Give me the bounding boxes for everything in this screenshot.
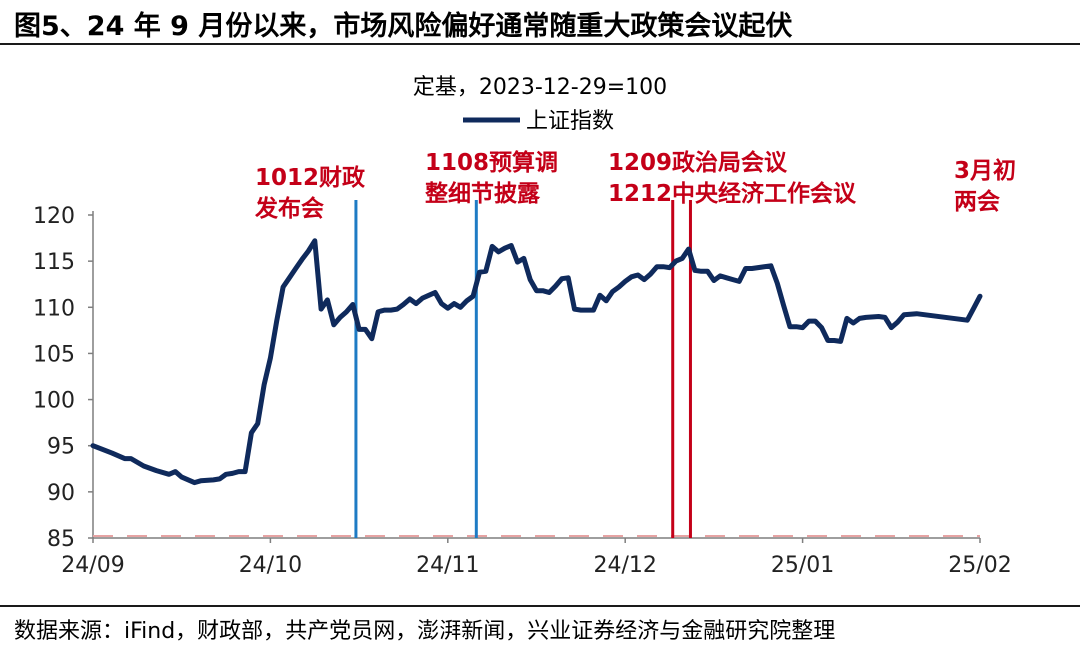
y-tick-label: 120 bbox=[33, 204, 75, 229]
x-tick-label: 25/01 bbox=[771, 553, 834, 578]
y-tick-label: 110 bbox=[33, 296, 75, 321]
y-tick-label: 95 bbox=[47, 435, 75, 460]
y-tick-label: 105 bbox=[33, 342, 75, 367]
event-annotation-text: 1212中央经济工作会议 bbox=[608, 180, 857, 207]
line-chart: 定基，2023-12-29=100 上证指数 85 90 95 100 105 110 11… bbox=[33, 75, 1016, 578]
event-annotation-text: 两会 bbox=[954, 188, 1000, 215]
y-tick-label: 85 bbox=[47, 527, 75, 552]
x-tick-label: 24/12 bbox=[593, 553, 656, 578]
x-tick-label: 24/10 bbox=[239, 553, 302, 578]
x-tick-label: 24/11 bbox=[416, 553, 479, 578]
y-tick-label: 100 bbox=[33, 389, 75, 414]
chart-subtitle: 定基，2023-12-29=100 bbox=[413, 75, 667, 100]
title-rule bbox=[0, 43, 1080, 45]
source-note: 数据来源：iFind，财政部，共产党员网，澎湃新闻，兴业证券经济与金融研究院整理 bbox=[14, 619, 836, 644]
source-rule bbox=[0, 605, 1080, 607]
legend-label: 上证指数 bbox=[526, 109, 614, 134]
event-annotation-text: 整细节披露 bbox=[425, 180, 541, 207]
series-line-shanghai-index bbox=[90, 238, 983, 486]
figure-title: 图5、24 年 9 月份以来，市场风险偏好通常随重大政策会议起伏 bbox=[14, 11, 793, 42]
event-annotation-text: 1108预算调 bbox=[425, 149, 558, 176]
y-tick-label: 90 bbox=[47, 481, 75, 506]
y-tick-label: 115 bbox=[33, 250, 75, 275]
x-tick-label: 25/02 bbox=[948, 553, 1011, 578]
event-annotation-text: 3月初 bbox=[954, 157, 1016, 184]
x-tick-label: 24/09 bbox=[61, 553, 124, 578]
legend: 上证指数 bbox=[463, 109, 614, 134]
event-annotation-text: 1209政治局会议 bbox=[608, 149, 788, 176]
event-annotation-text: 发布会 bbox=[254, 195, 324, 222]
event-annotation-text: 1012财政 bbox=[255, 165, 366, 191]
